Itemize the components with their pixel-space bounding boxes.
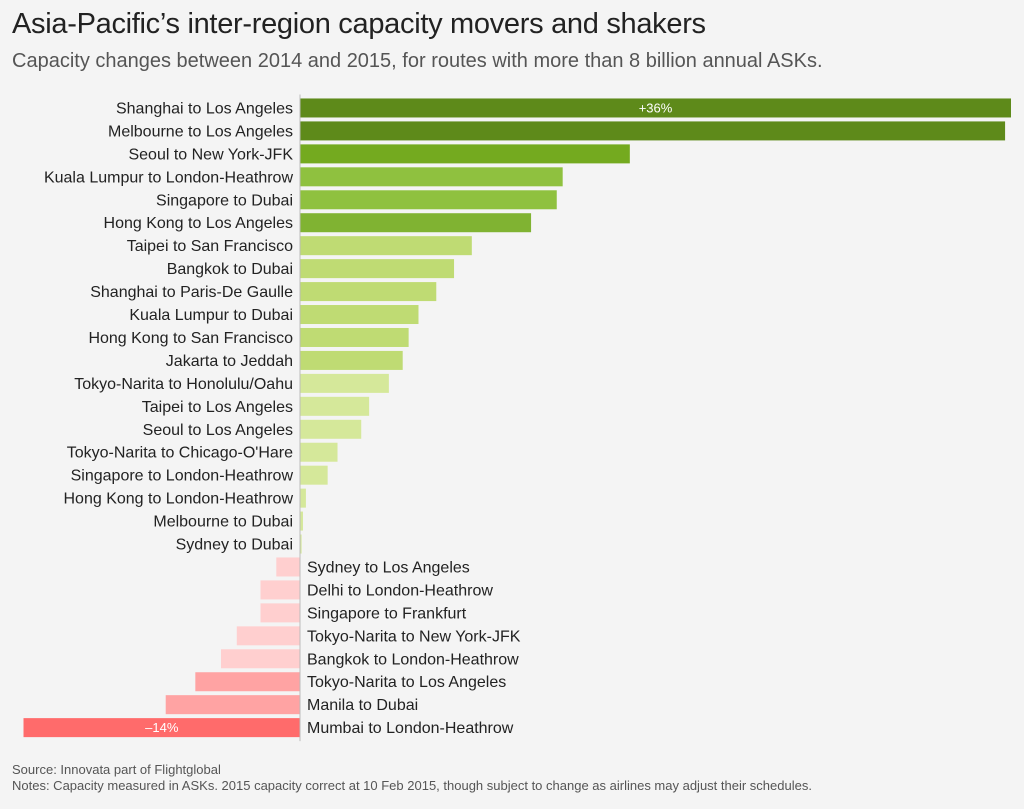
bar-20 — [276, 557, 300, 577]
bar-10 — [300, 327, 409, 347]
category-label-8: Shanghai to Paris-De Gaulle — [90, 284, 293, 301]
bar-17 — [300, 488, 306, 508]
category-label-7: Bangkok to Dubai — [167, 261, 293, 278]
category-label-26: Manila to Dubai — [307, 697, 418, 714]
chart-subtitle: Capacity changes between 2014 and 2015, … — [12, 50, 823, 72]
category-label-17: Hong Kong to London-Heathrow — [64, 491, 294, 508]
category-label-13: Taipei to Los Angeles — [142, 399, 293, 416]
bar-25 — [195, 672, 300, 692]
bar-23 — [236, 626, 300, 646]
bar-22 — [260, 603, 300, 623]
notes-text: Notes: Capacity measured in ASKs. 2015 c… — [12, 778, 812, 793]
bar-18 — [300, 511, 303, 531]
category-label-18: Melbourne to Dubai — [153, 514, 293, 531]
category-label-23: Tokyo-Narita to New York-JFK — [307, 628, 521, 645]
bar-11 — [300, 350, 403, 370]
category-label-14: Seoul to Los Angeles — [143, 422, 293, 439]
bar-chart: Shanghai to Los Angeles +36% Melbourne to … — [23, 94, 1011, 742]
data-label-27: –14% — [145, 720, 179, 735]
category-label-15: Tokyo-Narita to Chicago-O'Hare — [67, 445, 293, 462]
bar-13 — [300, 396, 370, 416]
category-label-6: Taipei to San Francisco — [127, 238, 293, 255]
category-label-3: Kuala Lumpur to London-Heathrow — [44, 169, 293, 186]
category-label-12: Tokyo-Narita to Honolulu/Oahu — [74, 376, 293, 393]
bar-8 — [300, 282, 437, 302]
category-label-10: Hong Kong to San Francisco — [88, 330, 293, 347]
source-note: Source: Innovata part of Flightglobal — [12, 762, 221, 777]
category-label-21: Delhi to London-Heathrow — [307, 582, 493, 599]
bar-14 — [300, 419, 362, 439]
chart-title: Asia-Pacific’s inter-region capacity mov… — [12, 8, 706, 40]
bar-2 — [300, 144, 630, 164]
category-label-22: Singapore to Frankfurt — [307, 605, 467, 622]
bar-12 — [300, 373, 389, 393]
category-label-19: Sydney to Dubai — [176, 537, 293, 554]
bar-19 — [300, 534, 302, 554]
bar-27 — [23, 718, 300, 738]
bar-15 — [300, 442, 338, 462]
category-label-25: Tokyo-Narita to Los Angeles — [307, 674, 506, 691]
bar-21 — [260, 580, 300, 600]
category-label-5: Hong Kong to Los Angeles — [104, 215, 293, 232]
bar-7 — [300, 259, 455, 279]
bar-4 — [300, 190, 557, 210]
category-label-2: Seoul to New York-JFK — [128, 146, 293, 163]
category-label-0: Shanghai to Los Angeles — [116, 100, 293, 117]
category-label-11: Jakarta to Jeddah — [166, 353, 293, 370]
category-label-16: Singapore to London-Heathrow — [71, 468, 294, 485]
footer: Source: Innovata part of Flightglobal No… — [12, 762, 812, 794]
bar-16 — [300, 465, 328, 485]
data-label-0: +36% — [639, 100, 673, 115]
category-label-1: Melbourne to Los Angeles — [108, 123, 293, 140]
bar-6 — [300, 236, 472, 256]
labels-layer: Shanghai to Los Angeles +36% Melbourne to … — [44, 100, 673, 737]
bar-1 — [300, 121, 1006, 141]
bar-9 — [300, 305, 419, 325]
bars-layer — [23, 98, 1011, 738]
category-label-20: Sydney to Los Angeles — [307, 559, 470, 576]
bar-0 — [300, 98, 1011, 118]
category-label-9: Kuala Lumpur to Dubai — [129, 307, 293, 324]
bar-24 — [221, 649, 300, 669]
bar-26 — [165, 695, 300, 715]
category-label-4: Singapore to Dubai — [156, 192, 293, 209]
bar-3 — [300, 167, 563, 187]
category-label-27: Mumbai to London-Heathrow — [307, 720, 514, 737]
bar-5 — [300, 213, 532, 233]
category-label-24: Bangkok to London-Heathrow — [307, 651, 519, 668]
